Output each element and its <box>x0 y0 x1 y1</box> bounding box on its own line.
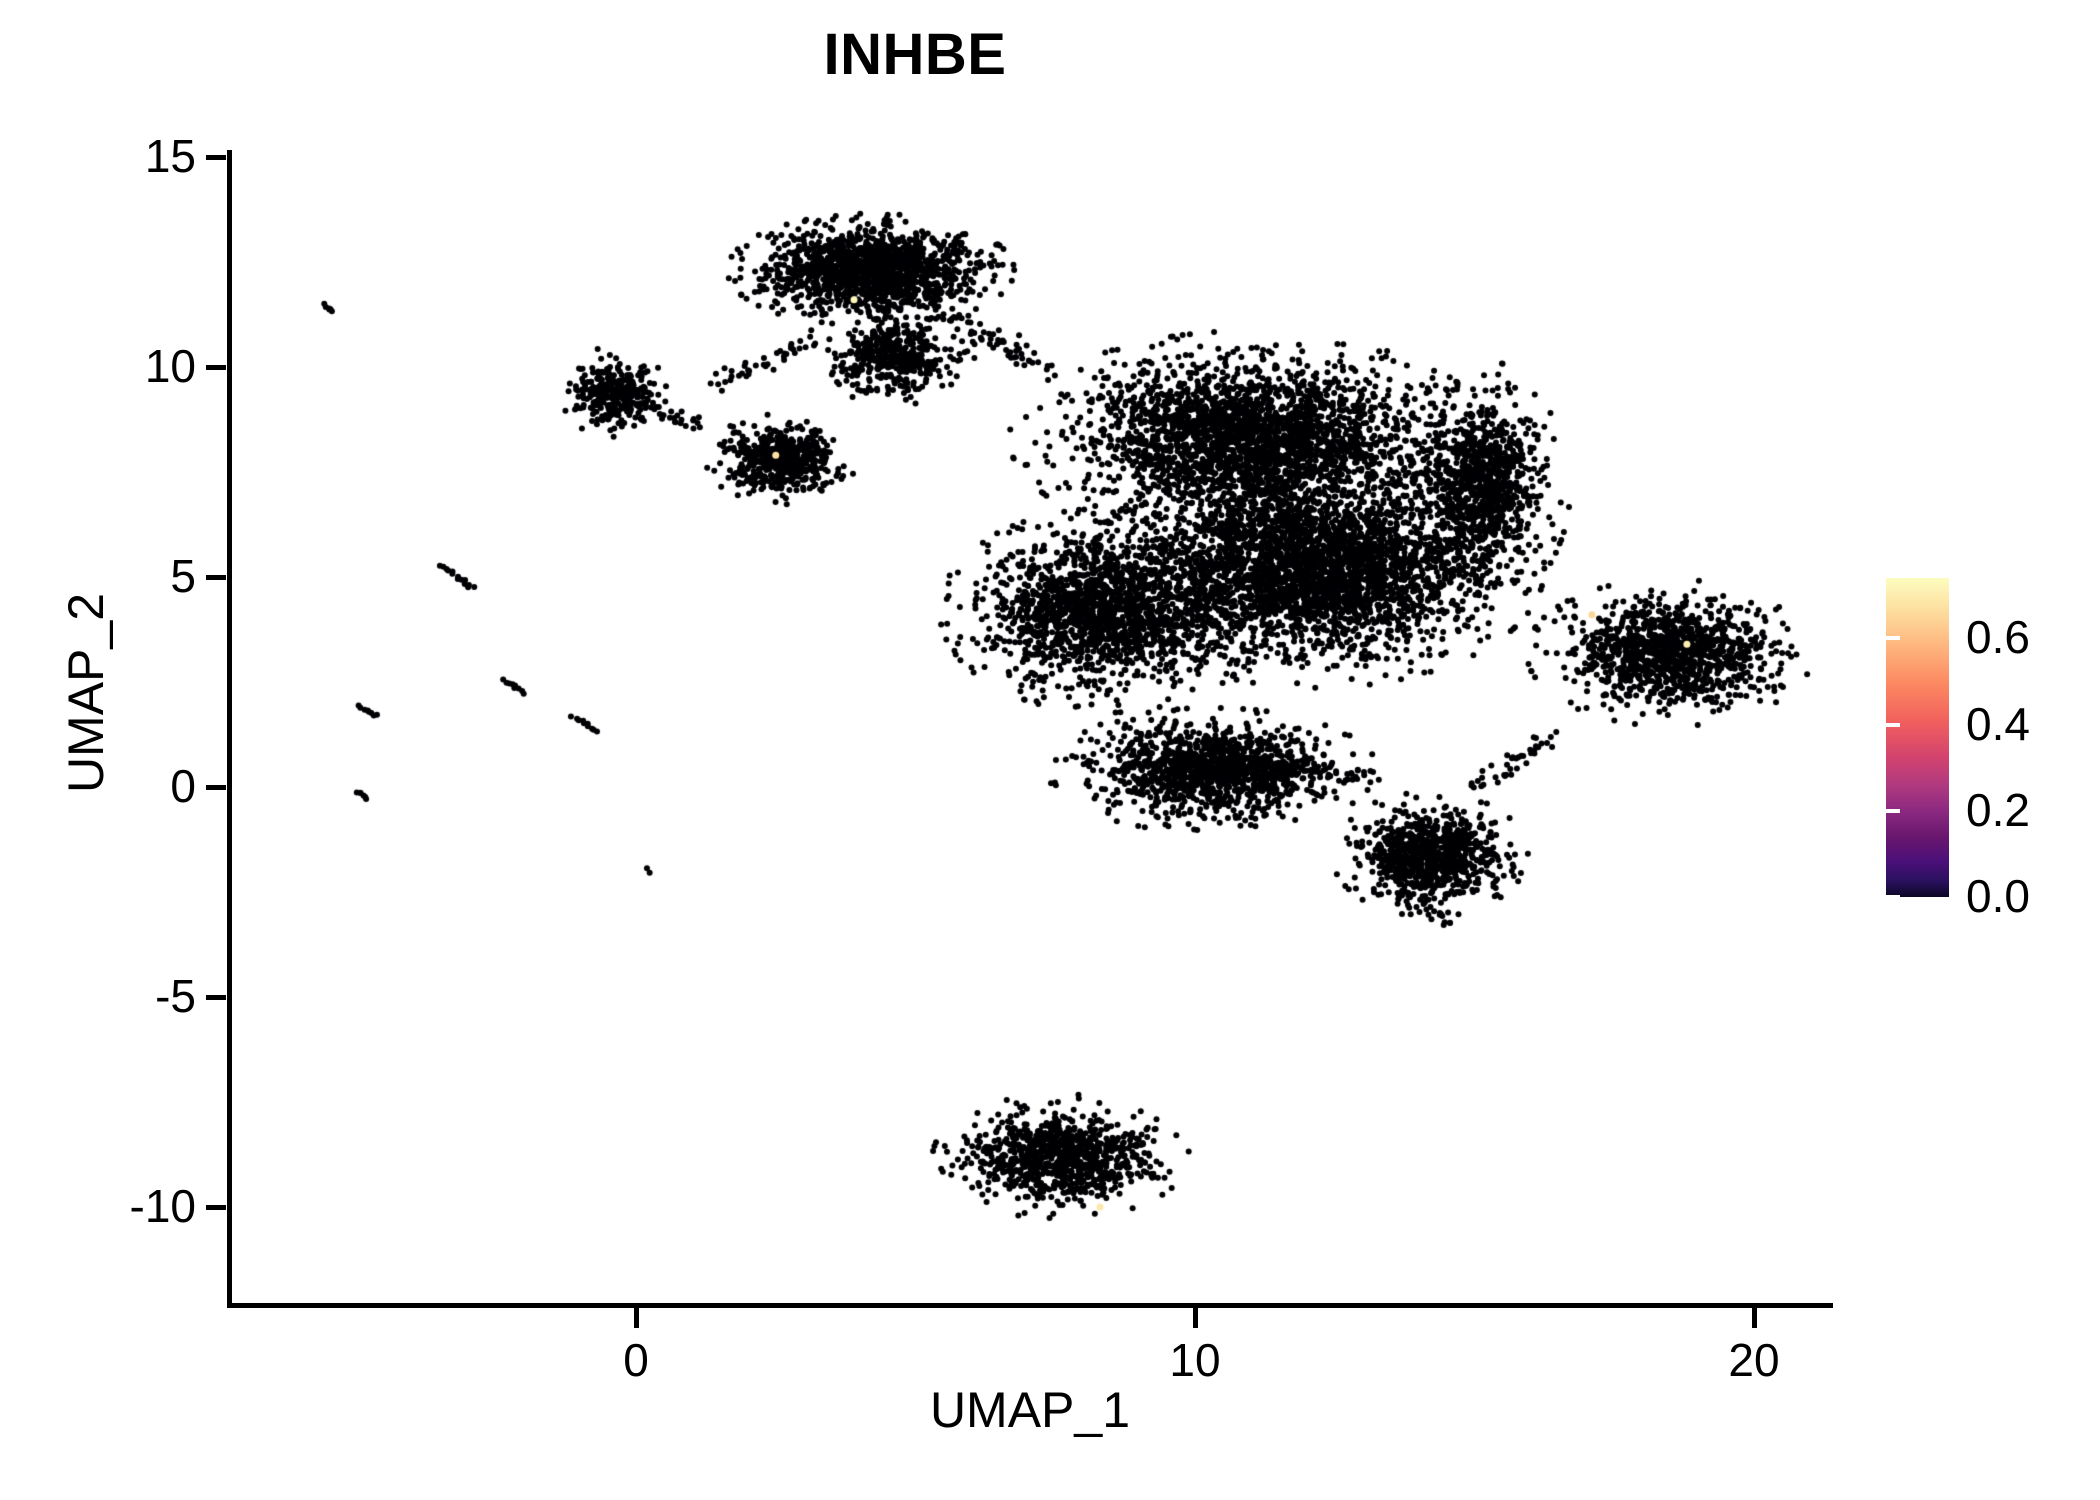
x-tick-mark <box>1752 1308 1757 1328</box>
y-tick-mark <box>206 155 226 160</box>
x-axis-line <box>227 1303 1833 1308</box>
colorbar-tick-mark <box>1872 722 1886 727</box>
scatter-canvas <box>230 120 1830 1305</box>
page-title: INHBE <box>823 22 1007 87</box>
x-axis-label: UMAP_1 <box>929 1382 1131 1438</box>
x-tick-mark <box>634 1308 639 1328</box>
colorbar-tick-label: 0.0 <box>1966 870 2030 922</box>
x-tick-label: 0 <box>623 1334 649 1386</box>
y-tick-mark <box>206 365 226 370</box>
colorbar-tick-mark <box>1872 808 1886 813</box>
y-tick-mark <box>206 1205 226 1210</box>
y-tick-label: 15 <box>144 130 196 182</box>
plot-panel <box>230 120 1830 1305</box>
y-tick-label: -10 <box>129 1180 196 1232</box>
colorbar-tick-label: 0.4 <box>1966 697 2030 750</box>
colorbar-tick-mark <box>1872 636 1886 641</box>
y-tick-label: -5 <box>155 970 196 1022</box>
y-tick-mark <box>206 575 226 580</box>
y-tick-label: 10 <box>144 340 196 392</box>
x-tick-label: 20 <box>1728 1334 1780 1386</box>
y-axis-label: UMAP_2 <box>58 592 114 794</box>
colorbar-tick-mark <box>1886 722 1900 727</box>
colorbar-tick-mark <box>1886 808 1900 813</box>
x-tick-mark <box>1193 1308 1198 1328</box>
colorbar-tick-mark <box>1886 895 1900 899</box>
colorbar-tick-mark <box>1872 895 1886 899</box>
colorbar-tick-label: 0.6 <box>1966 611 2030 664</box>
y-tick-label: 5 <box>170 550 196 602</box>
y-tick-mark <box>206 785 226 790</box>
colorbar-tick-mark <box>1886 636 1900 641</box>
y-axis-line <box>227 150 232 1308</box>
y-tick-label: 0 <box>170 760 196 812</box>
colorbar-gradient <box>1886 578 1949 897</box>
y-axis-label-wrapper: UMAP_2 <box>58 293 121 1093</box>
y-tick-mark <box>206 995 226 1000</box>
x-tick-label: 10 <box>1169 1334 1221 1386</box>
colorbar-tick-label: 0.2 <box>1966 783 2030 836</box>
